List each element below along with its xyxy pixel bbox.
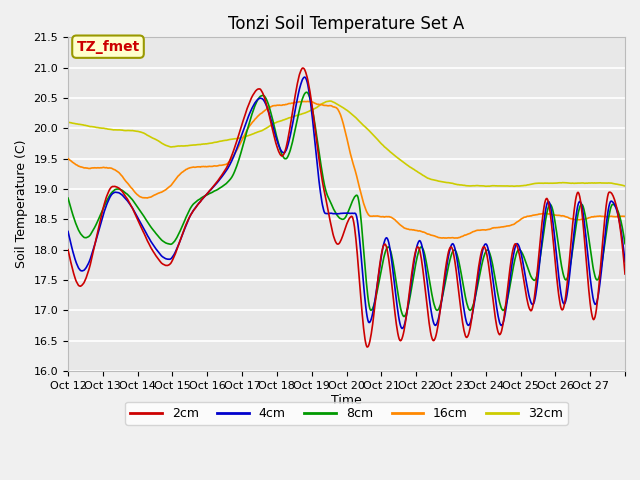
Title: Tonzi Soil Temperature Set A: Tonzi Soil Temperature Set A — [228, 15, 465, 33]
Text: TZ_fmet: TZ_fmet — [76, 40, 140, 54]
Legend: 2cm, 4cm, 8cm, 16cm, 32cm: 2cm, 4cm, 8cm, 16cm, 32cm — [125, 402, 568, 425]
X-axis label: Time: Time — [331, 394, 362, 407]
Y-axis label: Soil Temperature (C): Soil Temperature (C) — [15, 140, 28, 268]
